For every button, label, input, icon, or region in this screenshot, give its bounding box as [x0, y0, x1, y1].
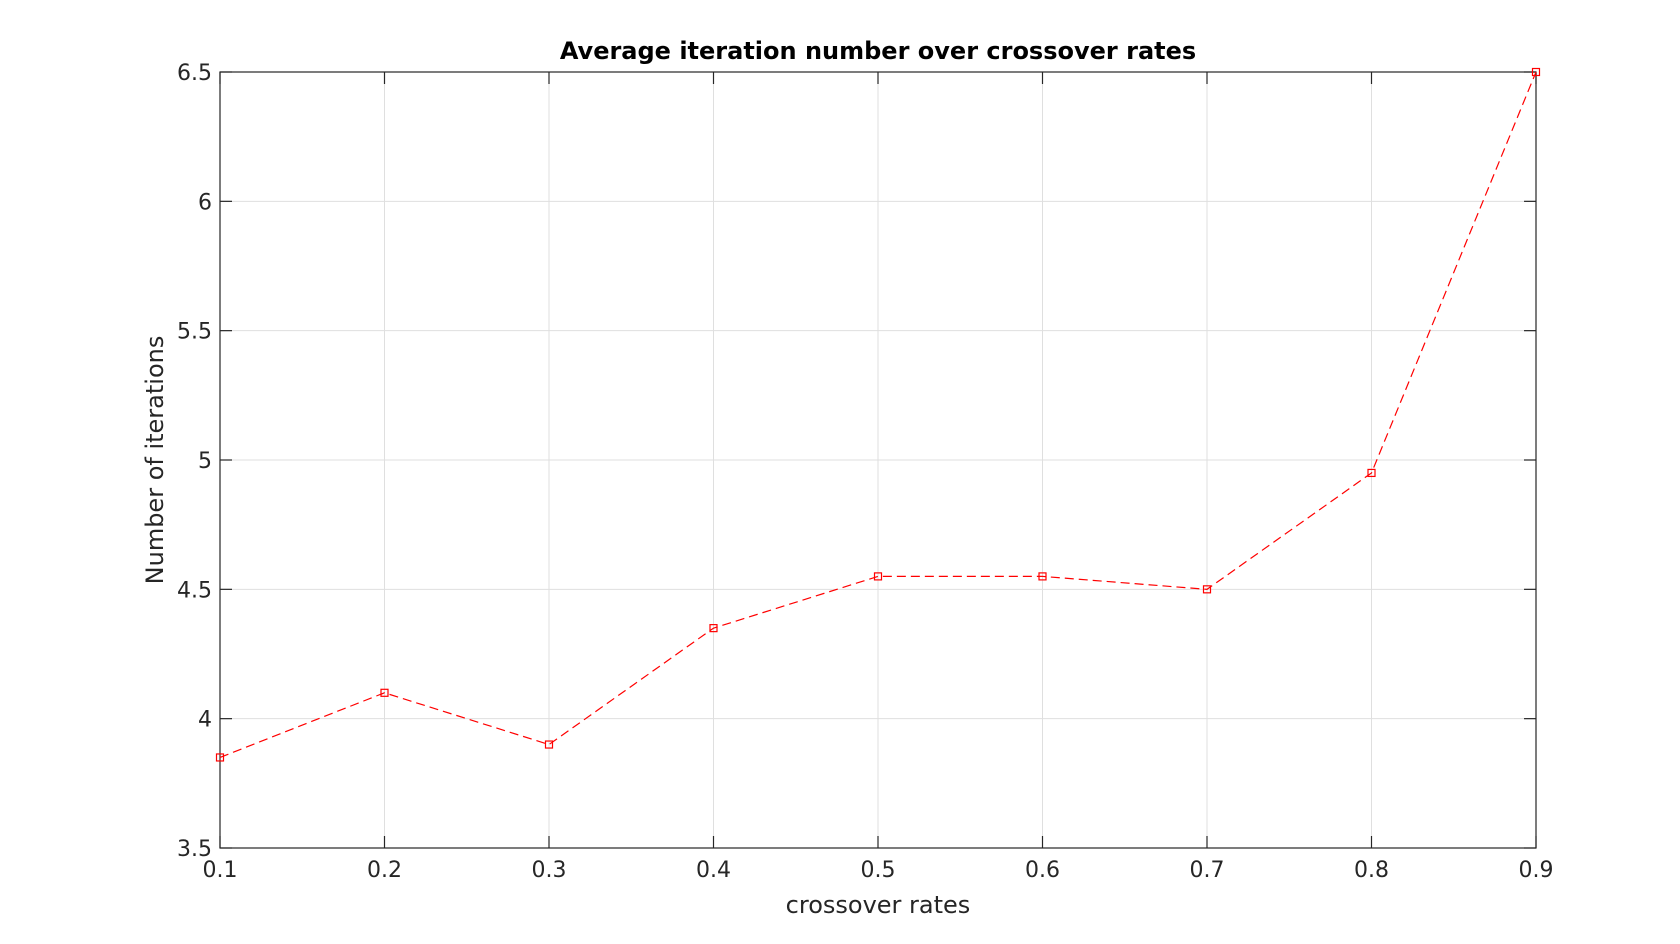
x-tick-label: 0.8 [1354, 858, 1389, 883]
x-tick-label: 0.7 [1190, 858, 1225, 883]
y-axis-title: Number of iterations [141, 336, 169, 585]
y-tick-label: 5 [198, 449, 212, 474]
y-tick-label: 4 [198, 708, 212, 733]
axis-ticks [219, 71, 1537, 849]
grid-lines [219, 71, 1537, 849]
data-point-marker [1367, 468, 1376, 478]
y-tick-label: 3.5 [177, 837, 212, 862]
y-tick-label: 5.5 [177, 320, 212, 345]
data-point-marker [1531, 67, 1541, 77]
data-point-marker [544, 740, 554, 749]
y-tick-label: 6 [198, 190, 212, 215]
series-group [215, 67, 1541, 762]
y-tick-label: 4.5 [177, 578, 212, 603]
x-tick-label: 0.9 [1519, 858, 1554, 883]
data-point-marker [873, 572, 883, 581]
data-point-marker [709, 624, 718, 633]
data-point-marker [380, 688, 389, 697]
data-point-marker [215, 753, 225, 762]
x-axis-tick-labels: 0.1 0.2 0.3 0.4 0.5 0.6 0.7 0.8 0.9 [203, 858, 1554, 883]
chart-title: Average iteration number over crossover … [560, 37, 1196, 65]
x-tick-label: 0.4 [696, 858, 731, 883]
data-point-marker [1202, 585, 1212, 594]
x-tick-label: 0.5 [861, 858, 896, 883]
y-tick-label: 6.5 [177, 61, 212, 86]
x-tick-label: 0.3 [532, 858, 567, 883]
x-tick-label: 0.1 [203, 858, 238, 883]
x-tick-label: 0.2 [367, 858, 402, 883]
y-axis-tick-labels: 3.5 4 4.5 5 5.5 6 6.5 [177, 61, 212, 862]
data-point-marker [1038, 572, 1047, 581]
x-tick-label: 0.6 [1025, 858, 1060, 883]
x-axis-title: crossover rates [786, 891, 971, 919]
